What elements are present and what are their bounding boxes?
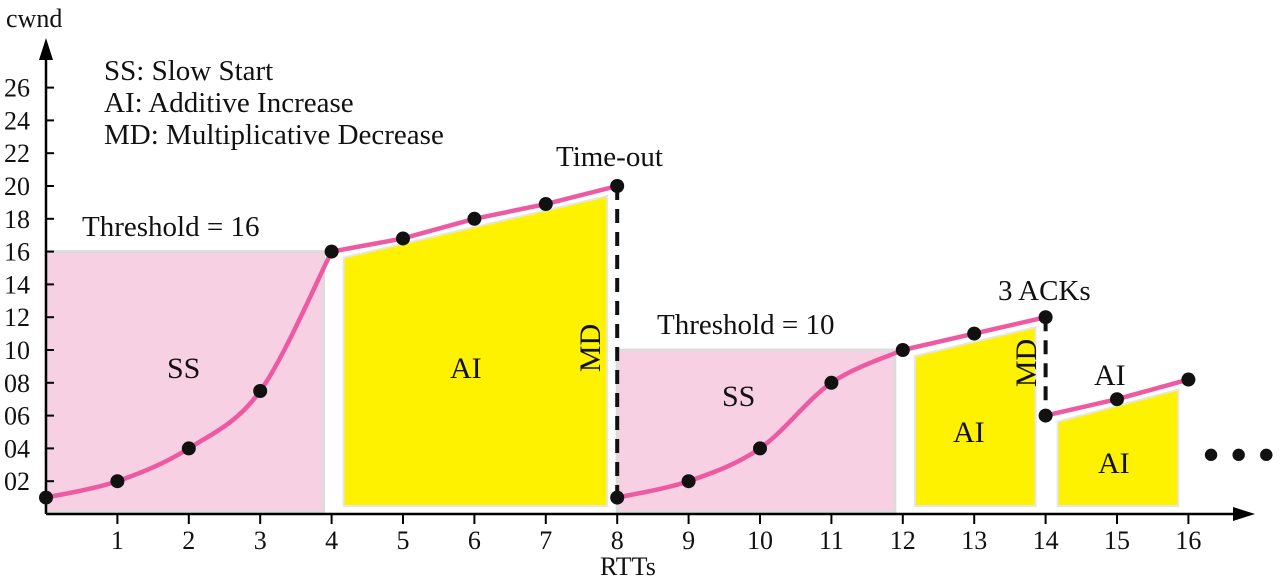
region-ai-3: AI bbox=[1098, 447, 1130, 480]
phase-regions bbox=[44, 194, 1180, 514]
y-tick-label-04: 04 bbox=[4, 434, 30, 463]
x-tick-label-14: 14 bbox=[1033, 526, 1059, 555]
x-axis-label: RTTs bbox=[600, 552, 656, 581]
legend-md: MD: Multiplicative Decrease bbox=[104, 119, 444, 151]
y-tick-label-06: 06 bbox=[4, 402, 30, 431]
y-tick-label-10: 10 bbox=[4, 336, 30, 365]
y-tick-label-26: 26 bbox=[4, 74, 30, 103]
region-ss-1: SS bbox=[167, 352, 200, 385]
three-acks-label: 3 ACKs bbox=[998, 275, 1091, 307]
point-18 bbox=[1181, 372, 1196, 387]
x-tick-label-2: 2 bbox=[182, 526, 195, 555]
y-tick-label-22: 22 bbox=[4, 139, 30, 168]
point-7 bbox=[538, 197, 553, 212]
x-tick-label-5: 5 bbox=[397, 526, 410, 555]
md-label-2: MD bbox=[1010, 339, 1043, 387]
x-tick-label-15: 15 bbox=[1104, 526, 1130, 555]
ss-region-1 bbox=[44, 250, 326, 514]
point-15 bbox=[1038, 310, 1053, 325]
region-ss-2: SS bbox=[722, 380, 755, 413]
y-axis-arrow bbox=[39, 38, 53, 60]
ss-region-2 bbox=[615, 348, 897, 514]
region-ai-1: AI bbox=[450, 352, 482, 385]
point-10 bbox=[681, 474, 696, 489]
y-tick-label-02: 02 bbox=[4, 467, 30, 496]
y-tick-label-20: 20 bbox=[4, 172, 30, 201]
ai-region-3 bbox=[913, 325, 1037, 507]
x-tick-label-16: 16 bbox=[1175, 526, 1201, 555]
ai-region-4 bbox=[1056, 388, 1180, 507]
point-6 bbox=[467, 211, 482, 226]
x-tick-label-12: 12 bbox=[890, 526, 916, 555]
x-tick-label-10: 10 bbox=[747, 526, 773, 555]
point-9 bbox=[610, 490, 625, 505]
axes bbox=[39, 38, 1255, 524]
y-tick-label-12: 12 bbox=[4, 303, 30, 332]
x-tick-label-7: 7 bbox=[539, 526, 552, 555]
y-tick-label-24: 24 bbox=[4, 106, 30, 135]
point-8 bbox=[610, 179, 625, 193]
cwnd-markers bbox=[39, 179, 1196, 505]
x-axis-arrow bbox=[1233, 507, 1255, 521]
legend-ss: SS: Slow Start bbox=[104, 55, 273, 87]
point-1 bbox=[110, 474, 125, 489]
ai-region-1 bbox=[342, 194, 609, 507]
y-tick-label-18: 18 bbox=[4, 205, 30, 234]
timeout-label: Time-out bbox=[556, 141, 663, 173]
ellipsis: • • • bbox=[1203, 429, 1274, 480]
point-3 bbox=[253, 384, 268, 398]
segment-ss-0 bbox=[45, 250, 334, 500]
x-tick-label-13: 13 bbox=[961, 526, 987, 555]
y-axis-label: cwnd bbox=[6, 4, 62, 33]
point-0 bbox=[39, 490, 53, 505]
x-tick-label-11: 11 bbox=[819, 526, 844, 555]
x-tick-label-9: 9 bbox=[682, 526, 695, 555]
x-tick-label-4: 4 bbox=[325, 526, 338, 555]
point-5 bbox=[396, 231, 410, 246]
point-2 bbox=[181, 441, 196, 456]
region-ai-3-top: AI bbox=[1094, 359, 1126, 392]
point-14 bbox=[967, 326, 982, 341]
threshold-16-label: Threshold = 16 bbox=[82, 211, 259, 243]
y-tick-label-14: 14 bbox=[4, 270, 30, 299]
point-16 bbox=[1038, 408, 1053, 423]
y-tick-label-08: 08 bbox=[4, 369, 30, 398]
point-4 bbox=[324, 244, 339, 259]
legend-ai: AI: Additive Increase bbox=[104, 87, 354, 119]
y-tick-label-16: 16 bbox=[4, 238, 30, 267]
x-tick-label-3: 3 bbox=[254, 526, 267, 555]
region-ai-2: AI bbox=[953, 416, 985, 449]
x-tick-label-8: 8 bbox=[611, 526, 624, 555]
x-tick-label-6: 6 bbox=[468, 526, 481, 555]
point-13 bbox=[895, 343, 910, 357]
md-label-1: MD bbox=[574, 324, 607, 372]
x-tick-label-1: 1 bbox=[111, 526, 124, 555]
point-17 bbox=[1110, 392, 1124, 407]
point-12 bbox=[824, 375, 839, 390]
point-11 bbox=[753, 441, 767, 456]
threshold-10-label: Threshold = 10 bbox=[657, 309, 834, 341]
